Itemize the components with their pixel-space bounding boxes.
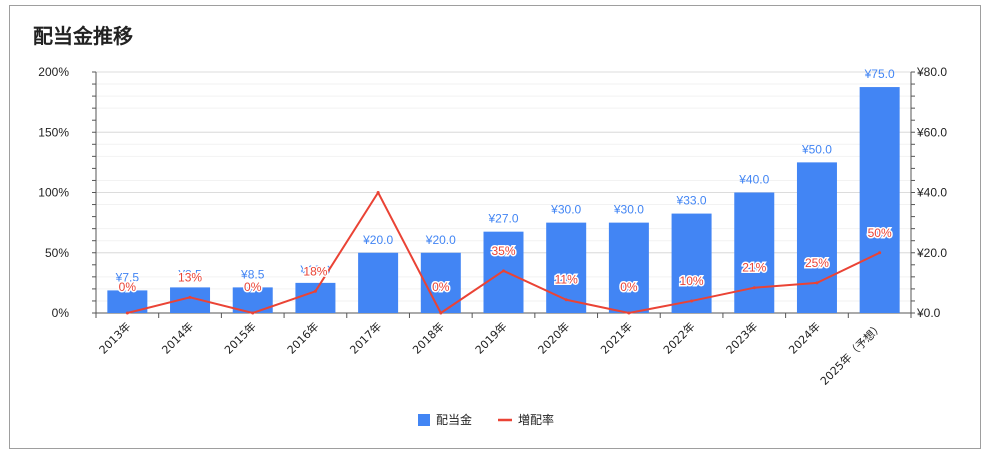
growth-point xyxy=(752,286,756,290)
category-label: 2022年 xyxy=(660,319,697,356)
legend-line-label: 増配率 xyxy=(518,412,554,427)
growth-rate-label: 0% xyxy=(432,280,450,294)
bar xyxy=(295,282,336,313)
bar xyxy=(671,213,712,313)
bar xyxy=(483,231,524,313)
category-label: 2014年 xyxy=(159,319,196,356)
legend-bar-label: 配当金 xyxy=(436,412,472,427)
left-axis-tick-label: 100% xyxy=(38,186,69,200)
right-axis-tick-label: ¥20.0 xyxy=(916,246,947,260)
growth-point xyxy=(564,298,568,302)
bar-value-label: ¥33.0 xyxy=(676,194,707,208)
bar-value-label: ¥20.0 xyxy=(362,233,393,247)
bar-value-label: ¥30.0 xyxy=(550,203,581,217)
bar-value-label: ¥30.0 xyxy=(613,203,644,217)
growth-point xyxy=(690,299,694,303)
bar-value-label: ¥27.0 xyxy=(487,212,518,226)
growth-point xyxy=(815,281,819,285)
bar xyxy=(734,192,775,313)
bar-value-label: ¥7.5 xyxy=(115,270,140,284)
growth-rate-label: 50% xyxy=(868,226,892,240)
category-label: 2017年 xyxy=(347,319,384,356)
growth-point xyxy=(188,295,192,299)
bar-value-label: ¥40.0 xyxy=(738,173,769,187)
bar-value-label: ¥50.0 xyxy=(801,142,832,156)
bar xyxy=(358,252,399,313)
growth-point xyxy=(439,311,443,315)
bar xyxy=(796,162,837,313)
growth-rate-label: 11% xyxy=(555,273,578,287)
category-label: 2018年 xyxy=(409,319,446,356)
growth-point xyxy=(125,311,129,315)
category-label: 2019年 xyxy=(472,319,509,356)
growth-rate-label: 13% xyxy=(178,270,202,284)
left-axis-tick-label: 50% xyxy=(45,246,69,260)
growth-rate-label: 0% xyxy=(620,280,638,294)
bar xyxy=(859,87,900,313)
growth-point xyxy=(502,269,505,273)
left-axis-tick-label: 200% xyxy=(38,65,69,79)
growth-point xyxy=(251,311,255,315)
growth-point xyxy=(376,191,380,194)
bar-value-label: ¥20.0 xyxy=(425,233,456,247)
left-axis-tick-label: 150% xyxy=(38,125,69,139)
growth-rate-label: 10% xyxy=(680,274,704,288)
bar-value-label: ¥10.0 xyxy=(299,263,330,277)
category-label: 2015年 xyxy=(221,319,258,356)
right-axis-tick-label: ¥80.0 xyxy=(916,65,947,79)
bar-value-label: ¥75.0 xyxy=(864,67,895,81)
growth-point xyxy=(627,311,631,315)
category-label: 2020年 xyxy=(535,319,572,356)
left-axis-tick-label: 0% xyxy=(52,306,70,320)
category-label: 2016年 xyxy=(284,319,321,356)
growth-point xyxy=(878,251,882,255)
growth-point xyxy=(313,289,317,293)
category-label: 2025年（予想） xyxy=(817,319,886,388)
right-axis-tick-label: ¥60.0 xyxy=(916,125,947,139)
category-label: 2013年 xyxy=(96,319,133,356)
category-label: 2024年 xyxy=(786,319,823,356)
bar-value-label: ¥8.5 xyxy=(240,267,265,281)
growth-rate-label: 0% xyxy=(244,280,262,294)
growth-rate-label: 21% xyxy=(742,261,766,275)
category-label: 2021年 xyxy=(598,319,635,356)
bar-value-label: ¥8.5 xyxy=(177,267,202,281)
category-label: 2023年 xyxy=(723,319,760,356)
growth-rate-label: 35% xyxy=(491,244,515,258)
growth-rate-label: 0% xyxy=(119,280,137,294)
growth-rate-label: 25% xyxy=(805,256,829,270)
right-axis-tick-label: ¥40.0 xyxy=(916,186,947,200)
bar xyxy=(107,290,148,313)
right-axis-tick-label: ¥0.0 xyxy=(916,306,941,320)
growth-rate-label: 18% xyxy=(303,264,327,278)
bar xyxy=(546,222,587,313)
legend-bar-swatch xyxy=(418,414,430,426)
bar xyxy=(608,222,649,313)
chart-title: 配当金推移 xyxy=(33,24,133,48)
